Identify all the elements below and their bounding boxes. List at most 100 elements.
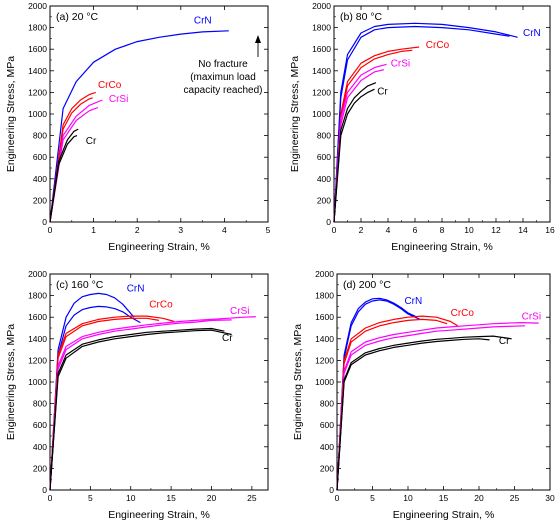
y-tick-label: 200 (320, 463, 334, 473)
x-axis-label: Engineering Strain, % (391, 241, 493, 253)
series-label-crsi: CrSi (109, 94, 128, 105)
x-tick-label: 14 (518, 225, 528, 235)
series-curve-crsi (336, 325, 526, 491)
y-tick-label: 0 (42, 485, 47, 495)
y-tick-label: 2000 (312, 1, 331, 11)
annotation-line-2: (maximun load (190, 72, 256, 83)
series-curve-crco (336, 315, 459, 491)
x-tick-label: 15 (166, 493, 176, 503)
annotation-line-1: No fracture (198, 59, 248, 70)
series-curve-crco (49, 315, 175, 491)
x-tick-label: 20 (207, 493, 217, 503)
y-tick-label: 200 (33, 195, 47, 205)
x-tick-label: 25 (510, 493, 520, 503)
series-label-crsi: CrSi (230, 306, 249, 317)
y-tick-label: 1600 (28, 44, 47, 54)
x-tick-label: 2 (359, 225, 364, 235)
plot-frame (49, 5, 269, 223)
series-label-crco: CrCo (451, 308, 475, 319)
y-tick-label: 1600 (312, 44, 331, 54)
y-tick-label: 1800 (315, 291, 334, 301)
x-tick-label: 10 (464, 225, 474, 235)
y-tick-label: 400 (33, 442, 47, 452)
panel-c-160c: 0 200 400 600 800 1000 1200 1400 1600 1800 2000 0 5 1… (5, 269, 269, 521)
series-curve-crsi (336, 322, 539, 491)
x-tick-label: 0 (48, 225, 53, 235)
y-tick-label: 1200 (315, 355, 334, 365)
annotation-line-3: capacity reached) (184, 85, 263, 96)
x-tick-label: 6 (413, 225, 418, 235)
y-tick-label: 2000 (28, 269, 47, 279)
series-label-crco: CrCo (98, 80, 122, 91)
y-tick-label: 1000 (312, 109, 331, 119)
x-tick-label: 10 (403, 493, 413, 503)
series-curve-crco (49, 317, 160, 491)
series-curve-cr (333, 88, 375, 223)
x-axis-label: Engineering Strain, % (108, 509, 210, 521)
y-axis-label: Engineering Stress, MPa (292, 324, 304, 440)
series-label-cr: Cr (222, 333, 233, 344)
x-axis-label: Engineering Strain, % (393, 509, 495, 521)
x-tick-label: 15 (439, 493, 449, 503)
y-tick-label: 600 (320, 420, 334, 430)
x-tick-label: 10 (126, 493, 136, 503)
series-label-crsi: CrSi (391, 58, 410, 69)
y-tick-label: 600 (33, 420, 47, 430)
y-tick-label: 600 (317, 152, 331, 162)
y-tick-label: 0 (326, 217, 331, 227)
x-tick-label: 0 (335, 493, 340, 503)
y-tick-label: 400 (320, 442, 334, 452)
x-tick-label: 3 (178, 225, 183, 235)
series-curve-cr (333, 82, 377, 223)
series-curve-crn (49, 292, 135, 491)
series-label-cr: Cr (86, 136, 97, 147)
y-tick-label: 800 (320, 399, 334, 409)
x-tick-label: 4 (386, 225, 391, 235)
y-tick-label: 0 (42, 217, 47, 227)
series-curve-crsi (49, 319, 232, 491)
panel-title: (a) 20 °C (56, 11, 99, 23)
x-tick-label: 5 (266, 225, 271, 235)
y-tick-label: 600 (33, 152, 47, 162)
series-curve-cr (49, 135, 78, 223)
y-tick-label: 2000 (315, 269, 334, 279)
x-tick-label: 20 (474, 493, 484, 503)
series-curve-crco (333, 46, 420, 223)
series-label-crn: CrN (127, 283, 145, 294)
y-tick-label: 1200 (28, 355, 47, 365)
x-tick-label: 12 (491, 225, 501, 235)
panel-title: (d) 200 °C (343, 279, 391, 291)
annotation-arrow-head (255, 35, 261, 43)
series-label-crn: CrN (523, 28, 541, 39)
no-fracture-annotation: No fracture (maximun load capacity reach… (184, 35, 263, 96)
series-curve-crn (49, 30, 229, 223)
series-curve-crn (333, 25, 510, 223)
series-curve-cr (49, 128, 79, 223)
x-tick-label: 0 (48, 493, 53, 503)
y-tick-label: 800 (317, 131, 331, 141)
y-tick-label: 1000 (315, 377, 334, 387)
series-curve-crn (336, 297, 418, 491)
x-tick-label: 5 (88, 493, 93, 503)
panel-b-80c: 0 200 400 600 800 1000 1200 1400 1600 1800 2000 0 2 4… (289, 1, 555, 253)
y-axis-label: Engineering Stress, MPa (5, 324, 17, 440)
x-tick-label: 30 (545, 493, 555, 503)
series-label-crco: CrCo (426, 40, 450, 51)
y-tick-label: 1400 (28, 334, 47, 344)
series-curve-crn (336, 299, 421, 491)
plot-frame (336, 273, 551, 491)
series-curve-cr (336, 335, 512, 491)
y-tick-label: 1600 (315, 312, 334, 322)
x-tick-label: 4 (222, 225, 227, 235)
y-tick-label: 0 (329, 485, 334, 495)
x-tick-label: 0 (332, 225, 337, 235)
y-tick-label: 1000 (28, 109, 47, 119)
x-tick-label: 16 (545, 225, 555, 235)
series-curve-cr (49, 329, 232, 491)
y-tick-label: 1800 (28, 23, 47, 33)
series-curve-cr (336, 338, 490, 491)
x-tick-label: 5 (370, 493, 375, 503)
series-curve-crco (49, 97, 93, 223)
x-tick-label: 25 (247, 493, 257, 503)
